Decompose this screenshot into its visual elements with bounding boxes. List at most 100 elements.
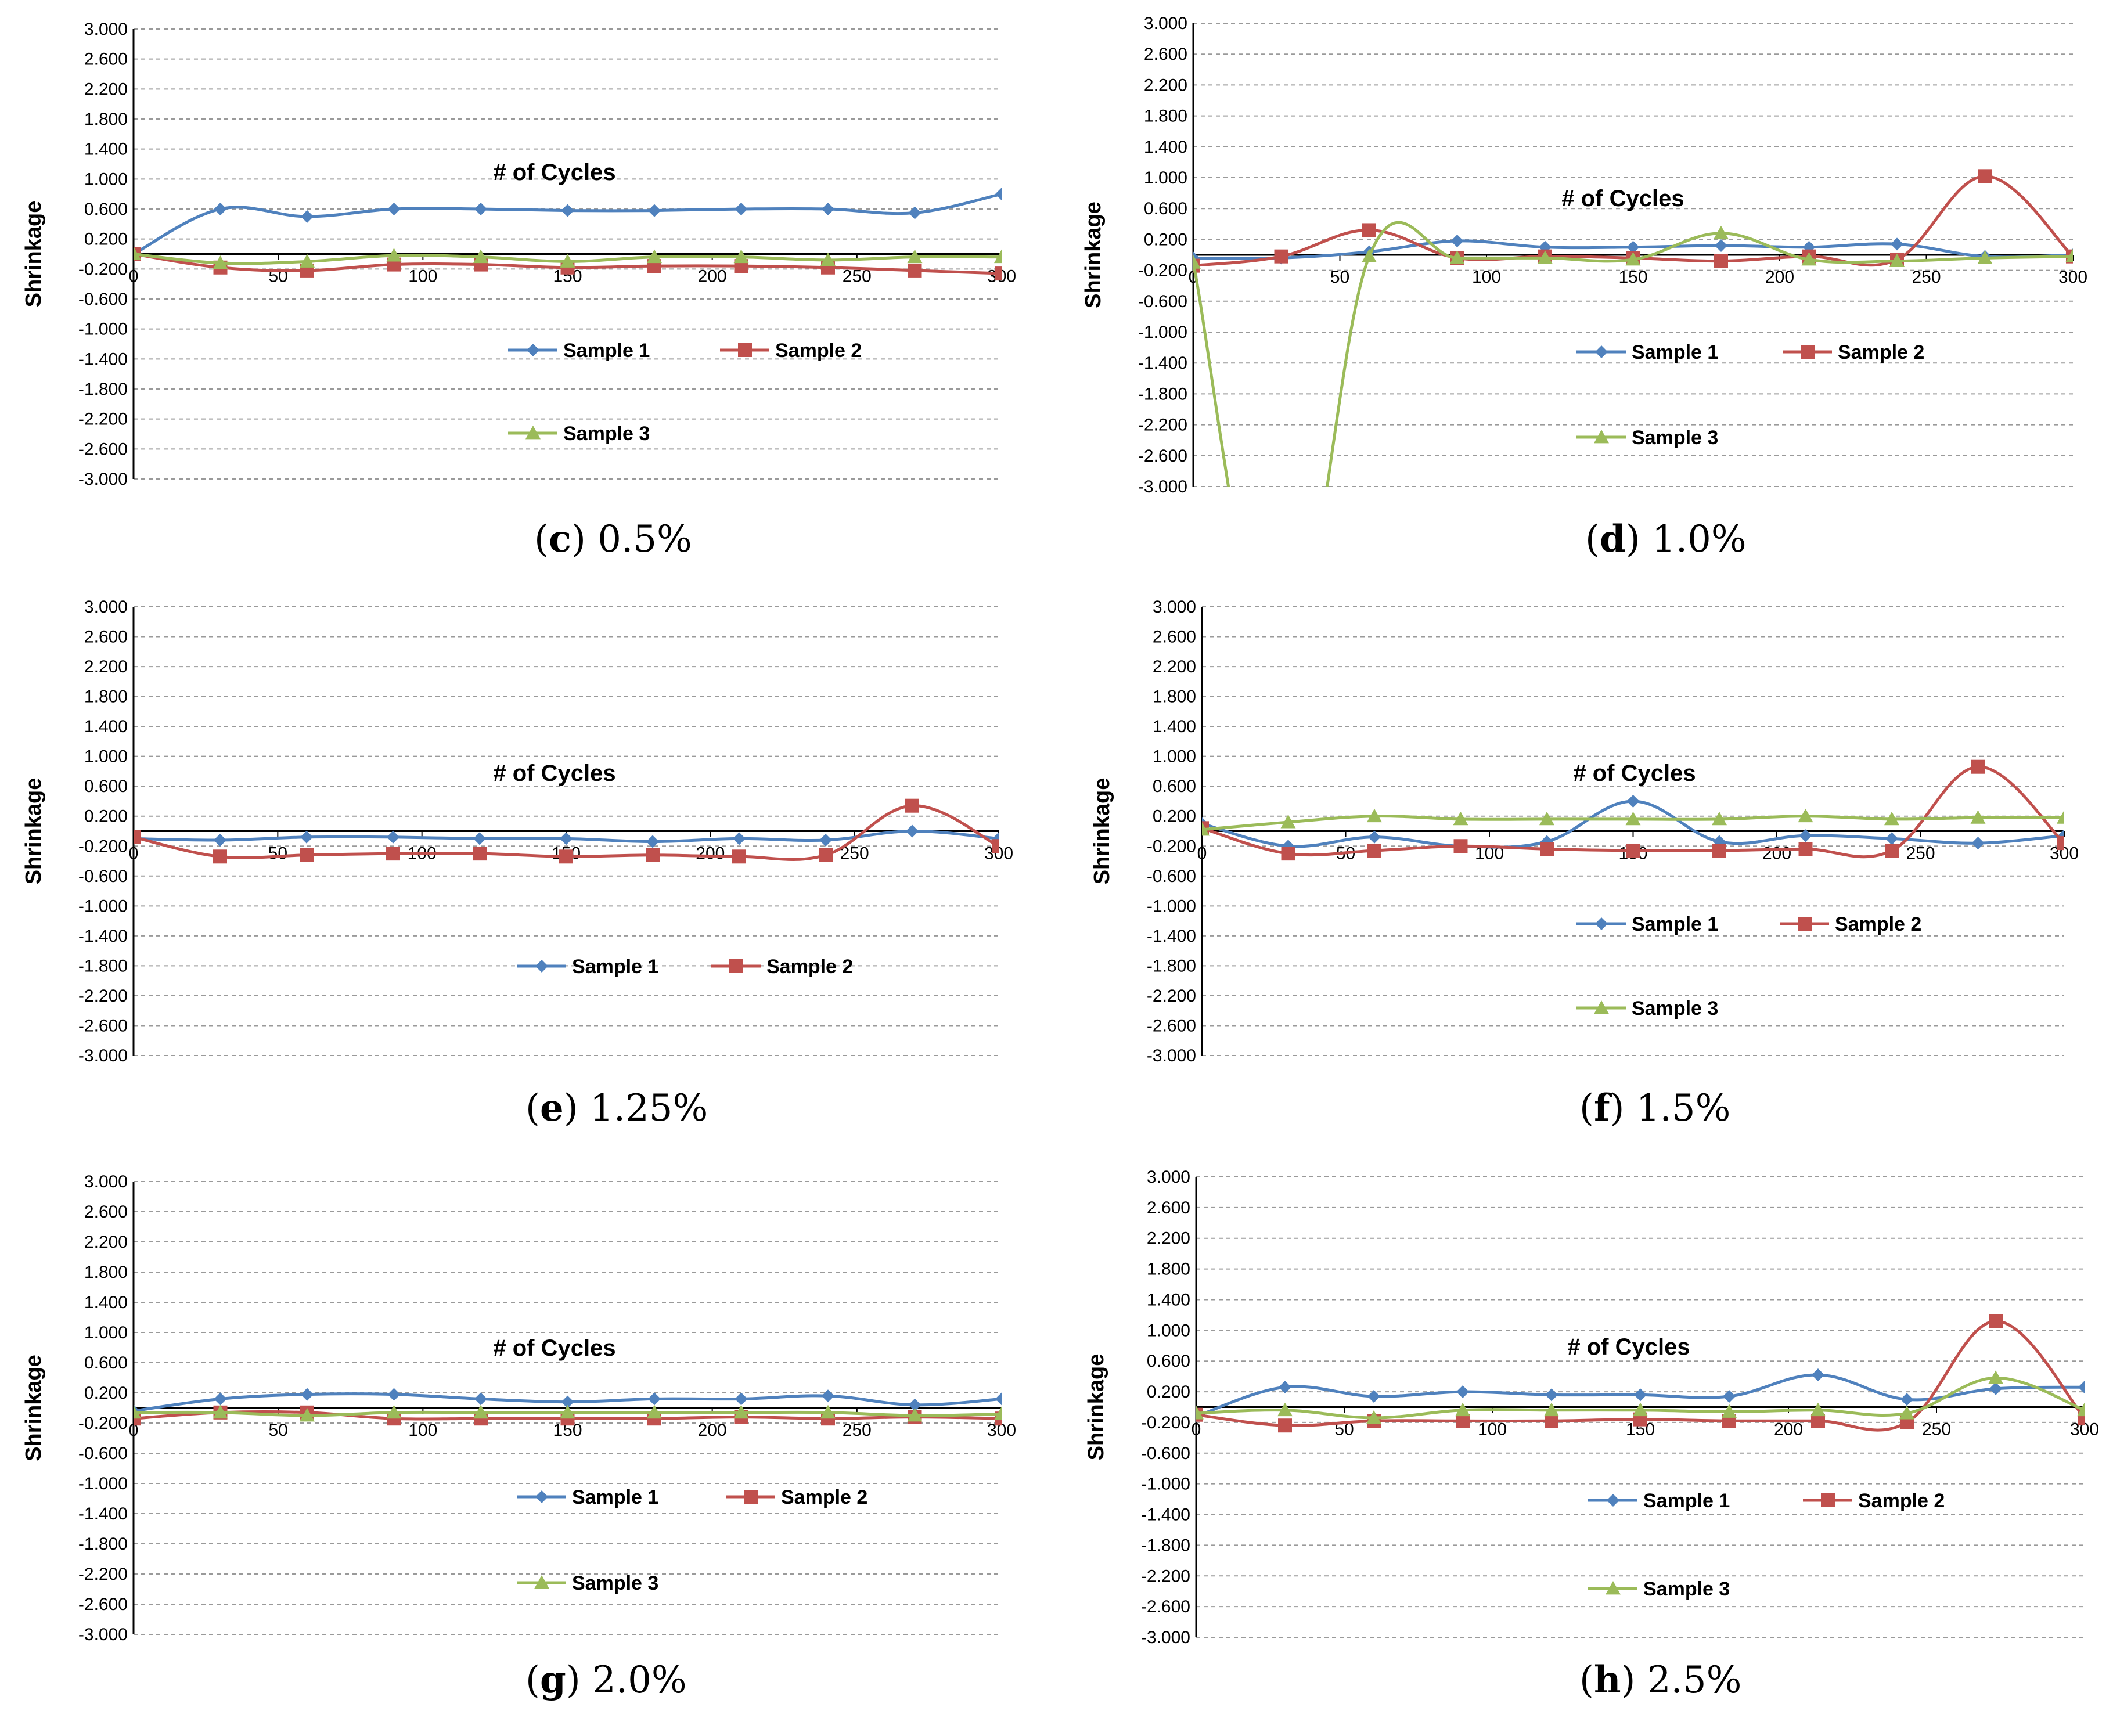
x-tick-label: 200	[1762, 844, 1791, 863]
y-tick-label: -1.400	[1141, 1506, 1190, 1525]
y-tick-label: -2.200	[1147, 986, 1196, 1006]
caption-h: (h) 2.5%	[1579, 1658, 1741, 1702]
chart-title: # of Cycles	[1573, 761, 1696, 786]
y-tick-label: -2.200	[1141, 1566, 1190, 1586]
series-3-point	[1625, 251, 1641, 266]
series-2-point	[300, 848, 314, 862]
legend-marker	[1798, 917, 1812, 931]
series-2-point	[1798, 842, 1813, 856]
series-2-point	[905, 798, 919, 813]
y-tick-label: -2.600	[78, 1016, 128, 1035]
y-tick-label: 2.200	[84, 80, 128, 99]
series-1-point	[648, 204, 661, 217]
y-tick-label: -0.200	[1141, 1413, 1190, 1432]
x-tick-label: 50	[268, 1421, 287, 1440]
y-tick-label: -0.600	[1141, 1444, 1190, 1463]
y-tick-label: -0.200	[78, 1414, 128, 1433]
series-2-point	[995, 266, 1002, 281]
series-3-point	[1977, 250, 1993, 264]
series-3-point	[1193, 255, 1201, 269]
series-2-point	[1456, 1414, 1470, 1428]
series-1-point	[1545, 1388, 1558, 1402]
legend-marker	[535, 1490, 548, 1503]
chart-title: # of Cycles	[1561, 186, 1684, 211]
series-1-point	[1891, 237, 1903, 251]
y-tick-label: 0.200	[1147, 1382, 1190, 1402]
series-1-point	[301, 1388, 314, 1401]
y-tick-label: 1.800	[84, 687, 128, 707]
series-3-point	[2065, 248, 2073, 263]
series-1-point	[1971, 837, 1985, 850]
plot-area	[134, 188, 1002, 281]
legend-item-2: Sample 2	[711, 956, 853, 978]
y-tick-label: 1.800	[84, 1263, 128, 1282]
y-tick-label: 2.200	[84, 1233, 128, 1252]
legend-marker	[1594, 1000, 1609, 1014]
y-tick-label: -3.000	[1147, 1046, 1196, 1065]
y-tick-label: -1.800	[78, 956, 128, 975]
series-3-point	[994, 1406, 1002, 1420]
series-3	[1196, 1370, 2085, 1424]
series-1-point	[300, 830, 313, 844]
y-tick-label: -1.800	[78, 1535, 128, 1554]
series-2-point	[1712, 843, 1726, 858]
series-3-point	[1196, 1406, 1204, 1420]
series-2-point	[1714, 254, 1728, 268]
legend-label: Sample 2	[1838, 341, 1924, 363]
chart-panel-c: 3.000 2.600 2.200 1.800 1.400 1.000 0.600 0.200…	[21, 20, 1016, 489]
caption-letter: h	[1594, 1658, 1621, 1702]
y-tick-label: 1.800	[1147, 1260, 1190, 1279]
series-3-point	[1810, 1402, 1826, 1417]
y-tick-label: -1.000	[78, 320, 128, 339]
series-2-point	[559, 849, 573, 864]
legend-label: Sample 1	[563, 340, 650, 362]
caption-g: (g) 2.0%	[525, 1658, 687, 1702]
y-tick-label: -2.600	[78, 440, 128, 459]
y-axis-label: Shrinkage	[1090, 778, 1114, 885]
series-1	[134, 188, 1002, 261]
y-tick-label: 0.600	[1147, 1352, 1190, 1371]
legend-label: Sample 1	[1643, 1490, 1730, 1512]
y-tick-label: -1.000	[78, 896, 128, 916]
x-tick-label: 50	[268, 844, 287, 863]
series-2-point	[1274, 249, 1288, 264]
series-3-point	[1988, 1370, 2003, 1384]
chart-title: # of Cycles	[493, 761, 615, 786]
y-tick-label: 0.200	[84, 230, 128, 249]
y-axis-label: Shrinkage	[21, 778, 46, 885]
series-3-point	[647, 1404, 662, 1419]
y-tick-label: 1.800	[1144, 107, 1187, 126]
x-tick-label: 250	[1906, 844, 1935, 863]
x-tick-label: 0	[1192, 1420, 1201, 1439]
series-3-point	[1453, 811, 1468, 826]
series-3-point	[907, 249, 923, 264]
caption-f: (f) 1.5%	[1579, 1086, 1730, 1130]
series-3-line	[1193, 221, 2073, 487]
y-tick-label: 0.600	[84, 777, 128, 796]
series-1-point	[2078, 1381, 2085, 1394]
y-tick-label: -0.200	[78, 837, 128, 856]
y-tick-label: -1.400	[78, 1504, 128, 1523]
legend-item-2: Sample 2	[1780, 913, 1921, 935]
chart-panel-f: 3.000 2.600 2.200 1.800 1.400 1.000 0.600 0.200…	[1090, 597, 2079, 1065]
series-3-point	[1539, 811, 1554, 826]
plot-area	[134, 1388, 1002, 1426]
series-3-point	[1798, 808, 1813, 823]
x-tick-label: 50	[1330, 268, 1349, 287]
series-1-point	[387, 203, 401, 215]
series-1-point	[735, 203, 748, 215]
y-tick-label: -0.200	[78, 260, 128, 279]
y-tick-label: 0.600	[84, 200, 128, 219]
y-tick-label: 0.200	[84, 1384, 128, 1403]
series-2-point	[1978, 169, 1992, 183]
series-1-point	[214, 833, 226, 847]
series-2-point	[732, 849, 746, 864]
chart-title: # of Cycles	[1567, 1334, 1690, 1360]
y-tick-label: -3.000	[1138, 477, 1187, 496]
legend-marker	[738, 343, 752, 357]
series-1-point	[1900, 1393, 1913, 1406]
series-3-point	[1633, 1402, 1648, 1417]
series-3-point	[213, 255, 228, 269]
series-3-point	[1367, 808, 1382, 823]
y-tick-label: 2.200	[1147, 1229, 1190, 1248]
